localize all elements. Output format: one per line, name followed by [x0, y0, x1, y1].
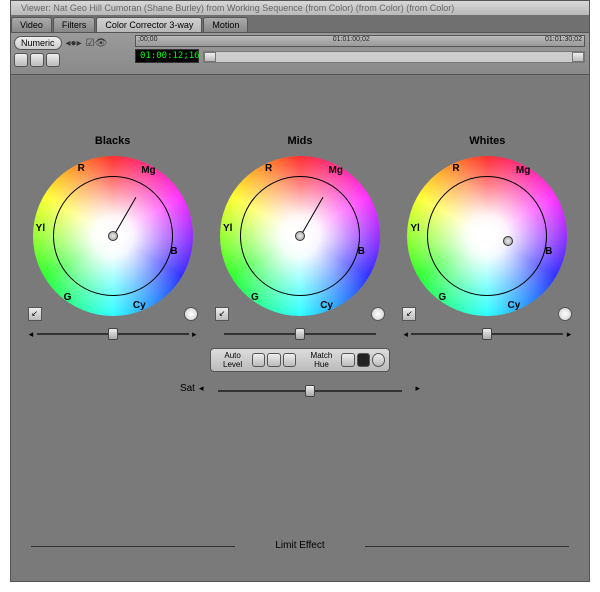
- copy-to-next-icon[interactable]: [30, 53, 44, 67]
- slider-inc-icon[interactable]: ▸: [567, 329, 572, 340]
- label-r: R: [452, 163, 459, 174]
- window-title-bar: Viewer: Nat Geo Hill Cumoran (Shane Burl…: [11, 1, 589, 15]
- label-g: G: [438, 292, 446, 303]
- wheel-group-blacks: Blacks R Mg B Cy G Yl ↙: [23, 135, 203, 341]
- numeric-button[interactable]: Numeric: [14, 36, 62, 50]
- saturation-slider[interactable]: [210, 384, 410, 398]
- slider-thumb[interactable]: [305, 385, 315, 397]
- label-yl: Yl: [36, 223, 45, 234]
- auto-match-bar: Auto Level Match Hue: [210, 348, 390, 372]
- color-wheels-row: Blacks R Mg B Cy G Yl ↙: [11, 135, 589, 341]
- tab-color-corrector[interactable]: Color Corrector 3-way: [96, 17, 202, 32]
- reset-blacks-icon[interactable]: ↙: [28, 307, 42, 321]
- match-hue-label: Match Hue: [303, 351, 339, 369]
- visibility-toggle[interactable]: ☑👁: [86, 38, 108, 49]
- color-wheel-whites[interactable]: [407, 156, 567, 316]
- auto-black-icon[interactable]: [252, 353, 265, 367]
- label-g: G: [64, 292, 72, 303]
- toolbar: Numeric ◂●▸ ☑👁 ;00;00 01:01:00;02 01:01:…: [11, 33, 589, 75]
- label-cy: Cy: [320, 300, 333, 311]
- tab-video[interactable]: Video: [11, 17, 52, 32]
- timecode-display[interactable]: 01:00:12;16: [135, 49, 199, 63]
- tab-filters[interactable]: Filters: [53, 17, 96, 32]
- eyedropper-blacks-icon[interactable]: [184, 307, 198, 321]
- app-frame: Viewer: Nat Geo Hill Cumoran (Shane Burl…: [0, 0, 600, 592]
- mids-level-slider[interactable]: [216, 327, 384, 341]
- toolbar-left: Numeric ◂●▸ ☑👁: [11, 33, 131, 74]
- keyframe-prev-icon[interactable]: ◂●▸: [66, 38, 82, 49]
- label-b: B: [170, 246, 177, 257]
- sat-label: Sat: [180, 383, 195, 394]
- label-r: R: [265, 163, 272, 174]
- whites-level-slider[interactable]: ◂ ▸: [403, 327, 571, 341]
- timeline-ruler[interactable]: ;00;00 01:01:00;02 01:01:30;02: [135, 35, 585, 47]
- reset-mids-icon[interactable]: ↙: [215, 307, 229, 321]
- sat-dec-icon[interactable]: ◂: [199, 383, 204, 394]
- match-hue-eyedropper-icon[interactable]: [341, 353, 354, 367]
- saturation-row: Sat ◂ ▸: [11, 378, 589, 398]
- tab-motion[interactable]: Motion: [203, 17, 248, 32]
- balance-control[interactable]: [503, 236, 513, 246]
- blacks-level-slider[interactable]: ◂ ▸: [29, 327, 197, 341]
- eyedropper-whites-icon[interactable]: [558, 307, 572, 321]
- slider-thumb[interactable]: [482, 328, 492, 340]
- label-g: G: [251, 292, 259, 303]
- label-yl: Yl: [410, 223, 419, 234]
- color-corrector-panel: Blacks R Mg B Cy G Yl ↙: [11, 75, 589, 581]
- slider-thumb[interactable]: [108, 328, 118, 340]
- timeline-scrollbar[interactable]: [203, 51, 585, 63]
- slider-thumb[interactable]: [295, 328, 305, 340]
- center-controls: Auto Level Match Hue: [210, 345, 390, 372]
- label-cy: Cy: [133, 300, 146, 311]
- label-yl: Yl: [223, 223, 232, 234]
- copy-from-prev-icon[interactable]: [14, 53, 28, 67]
- match-hue-reset-icon[interactable]: [372, 353, 385, 367]
- wheel-whites[interactable]: R Mg B Cy G Yl ↙: [402, 151, 572, 321]
- sat-inc-icon[interactable]: ▸: [416, 383, 421, 394]
- label-mg: Mg: [516, 165, 530, 176]
- ruler-mark: 01:01:00;02: [333, 36, 370, 46]
- ruler-mark: 01:01:30;02: [545, 36, 582, 46]
- wheel-title-blacks: Blacks: [23, 135, 203, 147]
- reset-whites-icon[interactable]: ↙: [402, 307, 416, 321]
- window-title: Viewer: Nat Geo Hill Cumoran (Shane Burl…: [21, 3, 454, 13]
- viewer-window: Viewer: Nat Geo Hill Cumoran (Shane Burl…: [10, 0, 590, 582]
- label-mg: Mg: [329, 165, 343, 176]
- wheel-mids[interactable]: R Mg B Cy G Yl ↙: [215, 151, 385, 321]
- label-b: B: [545, 246, 552, 257]
- match-hue-swatch-icon[interactable]: [357, 353, 370, 367]
- toolbar-right: ;00;00 01:01:00;02 01:01:30;02 01:00:12;…: [131, 33, 589, 74]
- limit-effect-label: Limit Effect: [275, 540, 324, 551]
- label-b: B: [358, 246, 365, 257]
- wheel-blacks[interactable]: R Mg B Cy G Yl ↙: [28, 151, 198, 321]
- eyedropper-mids-icon[interactable]: [371, 307, 385, 321]
- auto-contrast-icon[interactable]: [267, 353, 280, 367]
- balance-control[interactable]: [108, 231, 118, 241]
- balance-control[interactable]: [295, 231, 305, 241]
- tab-row: Video Filters Color Corrector 3-way Moti…: [11, 15, 589, 33]
- slider-dec-icon[interactable]: ◂: [403, 329, 408, 340]
- wheel-title-mids: Mids: [210, 135, 390, 147]
- ruler-mark: ;00;00: [138, 36, 157, 46]
- wheel-group-whites: Whites R Mg B Cy G Yl ↙: [397, 135, 577, 341]
- auto-level-label: Auto Level: [215, 351, 250, 369]
- limit-effect-section[interactable]: Limit Effect: [31, 540, 569, 551]
- label-mg: Mg: [141, 165, 155, 176]
- auto-white-icon[interactable]: [283, 353, 296, 367]
- drag-filter-icon[interactable]: [46, 53, 60, 67]
- slider-inc-icon[interactable]: ▸: [192, 329, 197, 340]
- label-cy: Cy: [508, 300, 521, 311]
- slider-dec-icon[interactable]: ◂: [29, 329, 34, 340]
- wheel-title-whites: Whites: [397, 135, 577, 147]
- wheel-group-mids: Mids R Mg B Cy G Yl ↙: [210, 135, 390, 341]
- label-r: R: [78, 163, 85, 174]
